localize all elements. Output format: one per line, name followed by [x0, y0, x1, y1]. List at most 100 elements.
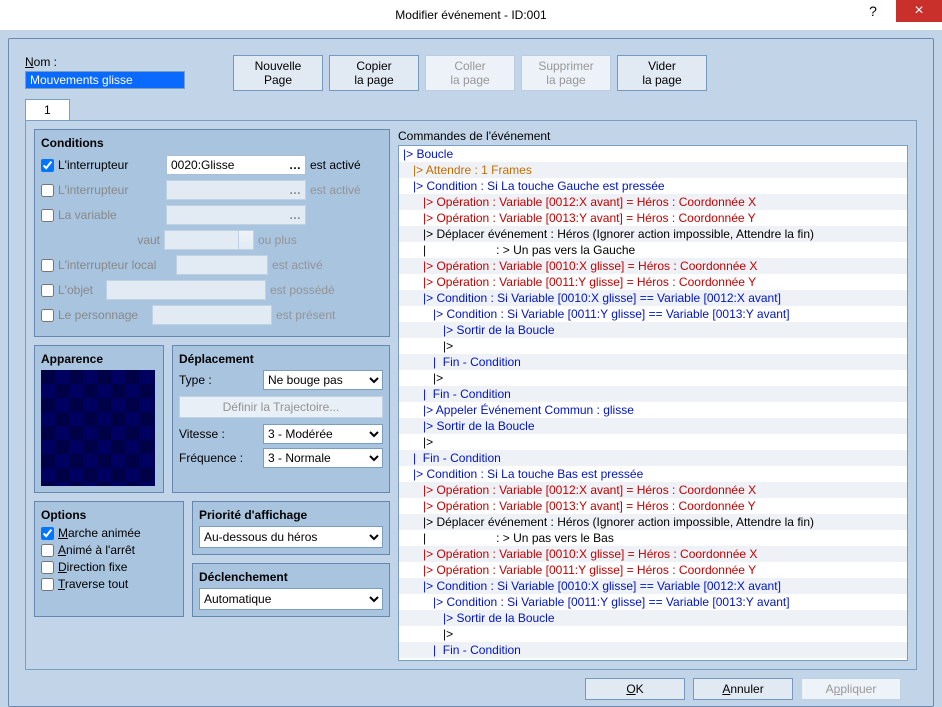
event-line[interactable]: |> Sortir de la Boucle	[399, 610, 907, 626]
actor-trail: est présent	[276, 308, 335, 322]
paste-page-button: Coller la page	[425, 55, 515, 91]
event-line[interactable]: | : > Un pas vers le Bas	[399, 530, 907, 546]
event-line[interactable]: |> Attendre : 1 Frames	[399, 162, 907, 178]
var-worth-trail: ou plus	[258, 233, 297, 247]
move-speed-select[interactable]: 3 - Modérée	[263, 424, 383, 444]
trigger-group: Déclenchement Automatique	[192, 563, 390, 617]
options-title: Options	[41, 508, 177, 522]
apply-button: Appliquer	[801, 678, 901, 700]
event-line[interactable]: |> Opération : Variable [0010:X glisse] …	[399, 546, 907, 562]
tab-1[interactable]: 1	[25, 99, 70, 120]
cancel-button[interactable]: Annuler	[693, 678, 793, 700]
appearance-title: Apparence	[41, 352, 157, 366]
switch1-trail: est activé	[310, 158, 361, 172]
event-line[interactable]: |> Opération : Variable [0013:Y avant] =…	[399, 210, 907, 226]
move-freq-label: Fréquence :	[179, 451, 259, 465]
variable-label: La variable	[58, 208, 162, 222]
options-group: Options Marche animée Animé à l'arrêt Di…	[34, 501, 184, 617]
opt-dir-fix[interactable]	[41, 561, 54, 574]
clear-page-button[interactable]: Vider la page	[617, 55, 707, 91]
event-command-list[interactable]: |> Boucle |> Attendre : 1 Frames |> Cond…	[398, 145, 908, 661]
event-line[interactable]: | Fin - Condition	[399, 354, 907, 370]
move-freq-select[interactable]: 3 - Normale	[263, 448, 383, 468]
event-line[interactable]: | Fin - Condition	[399, 386, 907, 402]
name-input[interactable]	[25, 71, 185, 89]
event-line[interactable]: |> Condition : Si Variable [0011:Y gliss…	[399, 594, 907, 610]
event-line[interactable]: |> Condition : Si Variable [0010:X gliss…	[399, 290, 907, 306]
actor-field	[152, 305, 272, 325]
ok-button[interactable]: OK	[585, 678, 685, 700]
event-line[interactable]: |> Condition : Si Variable [0010:X gliss…	[399, 578, 907, 594]
actor-label: Le personnage	[58, 308, 148, 322]
move-speed-label: Vitesse :	[179, 427, 259, 441]
trajectory-button: Définir la Trajectoire...	[179, 396, 383, 418]
window-title: Modifier événement - ID:001	[395, 8, 546, 22]
move-type-label: Type :	[179, 373, 259, 387]
switch2-checkbox[interactable]	[41, 184, 54, 197]
priority-select[interactable]: Au-dessous du héros	[199, 526, 383, 548]
event-line[interactable]: |>	[399, 338, 907, 354]
item-trail: est possédé	[270, 283, 335, 297]
dialog-body: Nom : Nouvelle Page Copier la page Colle…	[8, 38, 934, 707]
variable-field: …	[166, 205, 306, 225]
trigger-title: Déclenchement	[199, 570, 383, 584]
delete-page-button: Supprimer la page	[521, 55, 611, 91]
event-line[interactable]: |> Opération : Variable [0010:X glisse] …	[399, 258, 907, 274]
switch1-field[interactable]: 0020:Glisse…	[166, 155, 306, 175]
event-line[interactable]: |> Appeler Événement Commun : glisse	[399, 402, 907, 418]
selfswitch-field	[176, 255, 268, 275]
selfswitch-checkbox[interactable]	[41, 259, 54, 272]
copy-page-button[interactable]: Copier la page	[329, 55, 419, 91]
event-line[interactable]: | Fin - Condition	[399, 450, 907, 466]
switch2-field: …	[166, 180, 306, 200]
event-line[interactable]: |> Opération : Variable [0012:X avant] =…	[399, 194, 907, 210]
event-line[interactable]: |> Condition : Si Variable [0011:Y gliss…	[399, 306, 907, 322]
event-line[interactable]: |> Condition : Si La touche Bas est pres…	[399, 466, 907, 482]
event-line[interactable]: |> Opération : Variable [0013:Y avant] =…	[399, 498, 907, 514]
titlebar: Modifier événement - ID:001 ? ×	[0, 0, 942, 30]
close-button[interactable]: ×	[896, 0, 942, 22]
movement-group: Déplacement Type : Ne bouge pas Définir …	[172, 345, 390, 493]
item-checkbox[interactable]	[41, 284, 54, 297]
page-tabs: 1	[25, 99, 917, 120]
help-button[interactable]: ?	[850, 0, 896, 22]
event-line[interactable]: |> Sortir de la Boucle	[399, 418, 907, 434]
event-line[interactable]: |>	[399, 626, 907, 642]
event-line[interactable]: |>	[399, 370, 907, 386]
appearance-sprite[interactable]	[41, 370, 155, 486]
event-line[interactable]: |> Sortir de la Boucle	[399, 322, 907, 338]
event-line[interactable]: |> Déplacer événement : Héros (Ignorer a…	[399, 514, 907, 530]
actor-checkbox[interactable]	[41, 309, 54, 322]
switch2-label: L'interrupteur	[58, 183, 162, 197]
item-label: L'objet	[58, 283, 102, 297]
selfswitch-label: L'interrupteur local	[58, 258, 172, 272]
conditions-group: Conditions L'interrupteur 0020:Glisse… e…	[34, 129, 390, 337]
event-line[interactable]: |> Opération : Variable [0011:Y glisse] …	[399, 562, 907, 578]
conditions-title: Conditions	[41, 136, 383, 150]
var-worth-spinner	[164, 230, 254, 250]
priority-title: Priorité d'affichage	[199, 508, 383, 522]
movement-title: Déplacement	[179, 352, 383, 366]
event-line[interactable]: |> Opération : Variable [0011:Y glisse] …	[399, 274, 907, 290]
switch2-trail: est activé	[310, 183, 361, 197]
priority-group: Priorité d'affichage Au-dessous du héros	[192, 501, 390, 555]
event-line[interactable]: | Fin - Condition	[399, 642, 907, 658]
move-type-select[interactable]: Ne bouge pas	[263, 370, 383, 390]
event-line[interactable]: |> Condition : Si La touche Gauche est p…	[399, 178, 907, 194]
switch1-label: L'interrupteur	[58, 158, 162, 172]
event-line[interactable]: |>	[399, 434, 907, 450]
event-line[interactable]: |> Déplacer événement : Héros (Ignorer a…	[399, 226, 907, 242]
opt-step-anim[interactable]	[41, 544, 54, 557]
event-line[interactable]: |>	[399, 658, 907, 661]
switch1-checkbox[interactable]	[41, 159, 54, 172]
event-line[interactable]: |> Boucle	[399, 146, 907, 162]
event-line[interactable]: | : > Un pas vers la Gauche	[399, 242, 907, 258]
trigger-select[interactable]: Automatique	[199, 588, 383, 610]
selfswitch-trail: est activé	[272, 258, 323, 272]
opt-walk-anim[interactable]	[41, 527, 54, 540]
variable-checkbox[interactable]	[41, 209, 54, 222]
opt-through[interactable]	[41, 578, 54, 591]
new-page-button[interactable]: Nouvelle Page	[233, 55, 323, 91]
item-field	[106, 280, 266, 300]
event-line[interactable]: |> Opération : Variable [0012:X avant] =…	[399, 482, 907, 498]
